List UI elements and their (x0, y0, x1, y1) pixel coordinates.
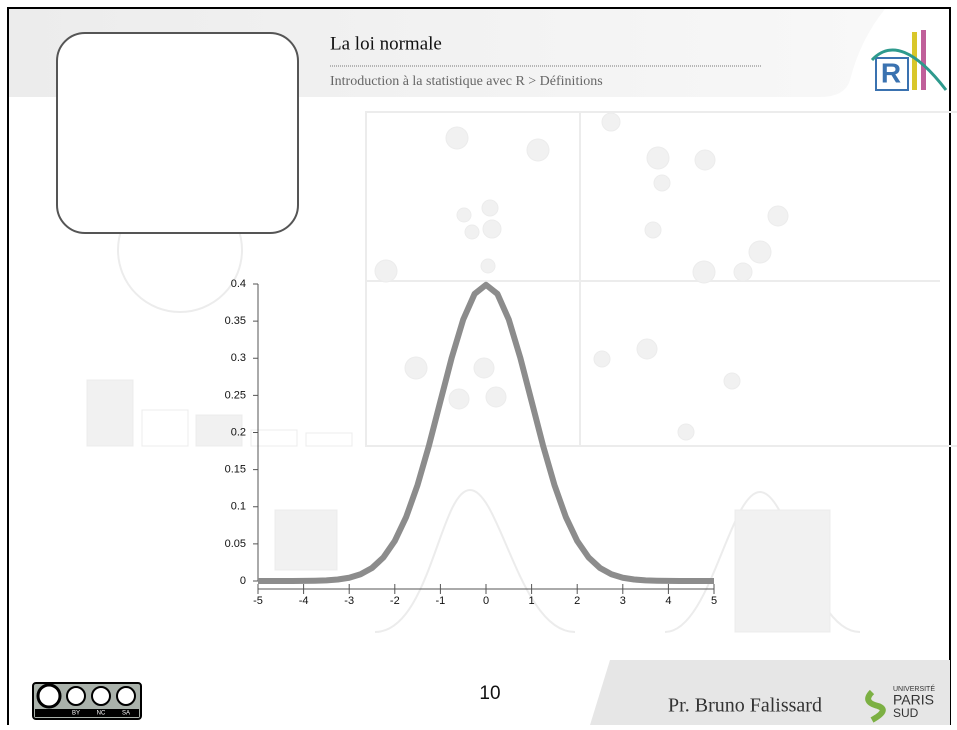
slide-title: La loi normale (330, 33, 442, 54)
logo-text: R (881, 57, 901, 88)
slide: La loi normale Introduction à la statist… (0, 0, 957, 725)
y-tick-label: 0.15 (225, 464, 246, 476)
y-tick-label: 0.2 (231, 426, 246, 438)
x-tick-label: -1 (436, 595, 446, 607)
author: Pr. Bruno Falissard (668, 695, 822, 717)
y-tick-label: 0.4 (231, 278, 246, 290)
page-number: 10 (479, 683, 500, 704)
license-term: NC (97, 711, 106, 717)
y-tick-label: 0.1 (231, 501, 246, 513)
license-badge: BY NC SA (33, 683, 141, 719)
y-tick-label: 0.35 (225, 315, 246, 327)
x-tick-label: 3 (620, 595, 626, 607)
x-tick-label: 0 (483, 595, 489, 607)
university-line: SUD (893, 706, 919, 720)
cc-icon (38, 685, 60, 707)
x-tick-label: 5 (711, 595, 717, 607)
image-placeholder (57, 33, 298, 233)
license-term: SA (122, 711, 130, 717)
x-tick-label: -5 (253, 595, 263, 607)
x-tick-label: -2 (390, 595, 400, 607)
slide-subtitle: Introduction à la statistique avec R > D… (330, 74, 603, 89)
y-tick-label: 0.05 (225, 538, 246, 550)
license-term: BY (72, 711, 80, 717)
sa-icon (117, 687, 135, 705)
y-tick-label: 0.3 (231, 352, 246, 364)
y-tick-label: 0 (240, 575, 246, 587)
nc-icon (92, 687, 110, 705)
x-tick-label: -4 (299, 595, 309, 607)
x-tick-label: -3 (344, 595, 354, 607)
x-tick-label: 4 (665, 595, 671, 607)
by-icon (67, 687, 85, 705)
x-tick-label: 2 (574, 595, 580, 607)
logo-bar (921, 30, 926, 90)
x-tick-label: 1 (529, 595, 535, 607)
y-tick-label: 0.25 (225, 389, 246, 401)
